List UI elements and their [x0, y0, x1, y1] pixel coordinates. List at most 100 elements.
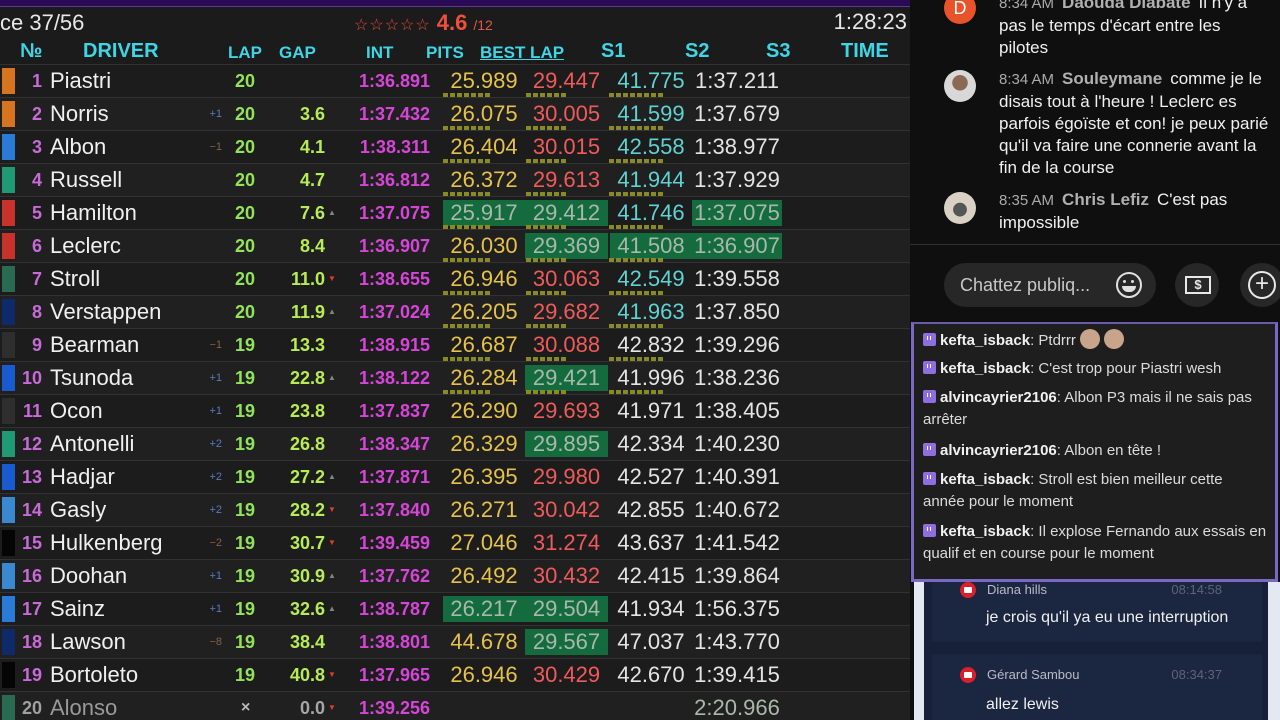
message-author[interactable]: Daouda Diabate — [1062, 0, 1191, 12]
table-row[interactable]: 20 Alonso × 0.0 ▼ 1:39.256 2:20.966 — [0, 691, 910, 720]
driver-name[interactable]: Verstappen — [50, 299, 162, 324]
table-row[interactable]: 6 Leclerc 20 8.4 1:36.907 26.030 29.369 41.508 1… — [0, 229, 910, 262]
best-lap-time: 1:37.432 — [358, 104, 430, 124]
team-color-stripe — [2, 233, 15, 259]
sector-1-time: 26.271 — [450, 497, 518, 522]
driver-name[interactable]: Hulkenberg — [50, 530, 163, 555]
position-change: −8 — [209, 636, 222, 648]
table-row[interactable]: 3 Albon −1 20 4.1 1:38.311 26.404 30.015 42.558 1… — [0, 130, 910, 163]
sector-2-minisectors — [526, 357, 566, 361]
last-lap-time: 1:39.296 — [694, 332, 780, 357]
overlay-time: 08:34:37 — [1171, 667, 1222, 682]
header-s2[interactable]: S2 — [685, 40, 710, 62]
table-row[interactable]: 9 Bearman −1 19 13.3 1:38.915 26.687 30.088 42.8… — [0, 328, 910, 361]
lap-count: 19 — [235, 467, 256, 487]
header-lap[interactable]: LAP — [228, 43, 262, 62]
sector-1-minisectors — [443, 192, 491, 196]
table-row[interactable]: 4 Russell 20 4.7 1:36.812 26.372 29.613 41.944 1… — [0, 163, 910, 196]
table-row[interactable]: 14 Gasly +2 19 28.2 ▼ 1:37.840 26.271 30.042 42.8… — [0, 493, 910, 526]
driver-name[interactable]: Albon — [50, 134, 107, 159]
table-row[interactable]: 13 Hadjar +2 19 27.2 ▲ 1:37.871 26.395 29.980 42.… — [0, 460, 910, 493]
sector-1-minisectors — [443, 126, 491, 130]
gap-to-leader: 23.8 — [289, 401, 325, 421]
best-lap-time: 1:38.347 — [358, 434, 430, 454]
driver-name[interactable]: Tsunoda — [50, 365, 134, 390]
table-row[interactable]: 2 Norris +1 20 3.6 1:37.432 26.075 30.005 41.599… — [0, 97, 910, 130]
best-lap-time: 1:36.907 — [358, 236, 430, 256]
driver-name[interactable]: Hamilton — [50, 200, 137, 225]
table-row[interactable]: 19 Bortoleto 19 40.8 ▼ 1:37.965 26.946 30.429 42… — [0, 658, 910, 691]
driver-name[interactable]: Hadjar — [50, 464, 115, 489]
position: 18 — [21, 632, 42, 652]
position: 5 — [31, 203, 42, 223]
twitch-user[interactable]: alvincayrier2106 — [940, 389, 1057, 406]
table-row[interactable]: 16 Doohan +1 19 30.9 ▲ 1:37.762 26.492 30.432 42.… — [0, 559, 910, 592]
table-row[interactable]: 5 Hamilton 20 7.6 ▲ 1:37.075 25.917 29.412 41.74… — [0, 196, 910, 229]
table-row[interactable]: 18 Lawson −8 19 38.4 1:38.801 44.678 29.567 47.0… — [0, 625, 910, 658]
message-text: C'est pas impossible — [999, 190, 1228, 232]
header-best-lap[interactable]: BEST LAP — [480, 43, 565, 62]
header-time[interactable]: TIME — [841, 40, 889, 62]
team-color-stripe — [2, 695, 15, 720]
position-change: +1 — [209, 603, 222, 615]
sector-2-time: 29.447 — [532, 68, 601, 93]
driver-name[interactable]: Ocon — [50, 398, 103, 423]
team-color-stripe — [2, 266, 15, 292]
table-row[interactable]: 12 Antonelli +2 19 26.8 1:38.347 26.329 29.895 4… — [0, 427, 910, 460]
table-row[interactable]: 8 Verstappen 20 11.9 ▲ 1:37.024 26.205 29.682 41… — [0, 295, 910, 328]
header-s3[interactable]: S3 — [766, 40, 791, 62]
team-color-stripe — [2, 101, 15, 127]
best-lap-time: 1:38.655 — [358, 269, 430, 289]
sector-2-minisectors — [526, 192, 566, 196]
message-author[interactable]: Souleymane — [1062, 69, 1163, 88]
table-row[interactable]: 15 Hulkenberg −2 19 30.7 ▼ 1:39.459 27.046 31.27… — [0, 526, 910, 559]
twitch-user[interactable]: kefta_isback — [940, 523, 1031, 540]
table-row[interactable]: 10 Tsunoda +1 19 22.8 ▲ 1:38.122 26.284 29.421 41… — [0, 361, 910, 394]
add-button[interactable]: + — [1240, 263, 1280, 307]
header-driver[interactable]: DRIVER — [83, 40, 159, 62]
driver-name[interactable]: Stroll — [50, 266, 101, 291]
driver-name[interactable]: Gasly — [50, 497, 107, 522]
driver-name[interactable]: Bearman — [50, 332, 140, 357]
driver-name[interactable]: Bortoleto — [50, 662, 139, 687]
divider — [910, 244, 1280, 245]
twitch-user[interactable]: kefta_isback — [940, 471, 1031, 488]
twitch-user[interactable]: kefta_isback — [940, 360, 1031, 377]
sector-2-time: 29.980 — [532, 464, 601, 489]
driver-name[interactable]: Piastri — [50, 68, 112, 93]
twitch-user[interactable]: alvincayrier2106 — [940, 442, 1057, 459]
message-author[interactable]: Chris Lefiz — [1062, 190, 1149, 209]
driver-name[interactable]: Antonelli — [50, 431, 135, 456]
twitch-icon — [923, 361, 936, 374]
driver-name[interactable]: Doohan — [50, 563, 128, 588]
star-icons: ☆☆☆☆☆ — [354, 17, 431, 34]
driver-name[interactable]: Alonso — [50, 695, 118, 720]
gap-to-leader: 4.1 — [299, 137, 325, 157]
emoji-icon[interactable] — [1116, 272, 1142, 298]
table-row[interactable]: 1 Piastri 20 1:36.891 25.989 29.447 41.775 1:37… — [0, 64, 910, 97]
header-gap[interactable]: GAP — [279, 43, 316, 62]
twitch-user[interactable]: kefta_isback — [940, 332, 1031, 349]
driver-name[interactable]: Leclerc — [50, 233, 121, 258]
table-row[interactable]: 17 Sainz +1 19 32.6 ▲ 1:38.787 26.217 29.504 41.9… — [0, 592, 910, 625]
table-row[interactable]: 11 Ocon +1 19 23.8 1:37.837 26.290 29.693 41.971… — [0, 394, 910, 427]
driver-name[interactable]: Sainz — [50, 596, 106, 621]
driver-name[interactable]: Norris — [50, 101, 109, 126]
sector-3-time: 41.996 — [617, 365, 685, 390]
sector-3-time: 42.527 — [617, 464, 685, 489]
last-lap-time: 1:43.770 — [694, 629, 780, 654]
best-lap-time: 1:37.871 — [358, 467, 430, 487]
sector-3-time: 41.963 — [617, 299, 685, 324]
super-chat-button[interactable]: $ — [1175, 263, 1219, 307]
chat-message-input[interactable]: Chattez publiq... — [944, 263, 1156, 307]
message-time: 8:34 AM — [999, 0, 1055, 12]
position: 8 — [31, 302, 42, 322]
header-pits[interactable]: PITS — [426, 43, 464, 62]
driver-name[interactable]: Russell — [50, 167, 123, 192]
trend-arrow-icon: ▼ — [328, 538, 336, 547]
driver-name[interactable]: Lawson — [50, 629, 126, 654]
table-row[interactable]: 7 Stroll 20 11.0 ▼ 1:38.655 26.946 30.063 42.549… — [0, 262, 910, 295]
chat-message: 8:34 AM Souleymane comme je le disais tout… — [943, 68, 1273, 179]
header-int[interactable]: INT — [366, 43, 394, 62]
header-s1[interactable]: S1 — [601, 40, 626, 62]
